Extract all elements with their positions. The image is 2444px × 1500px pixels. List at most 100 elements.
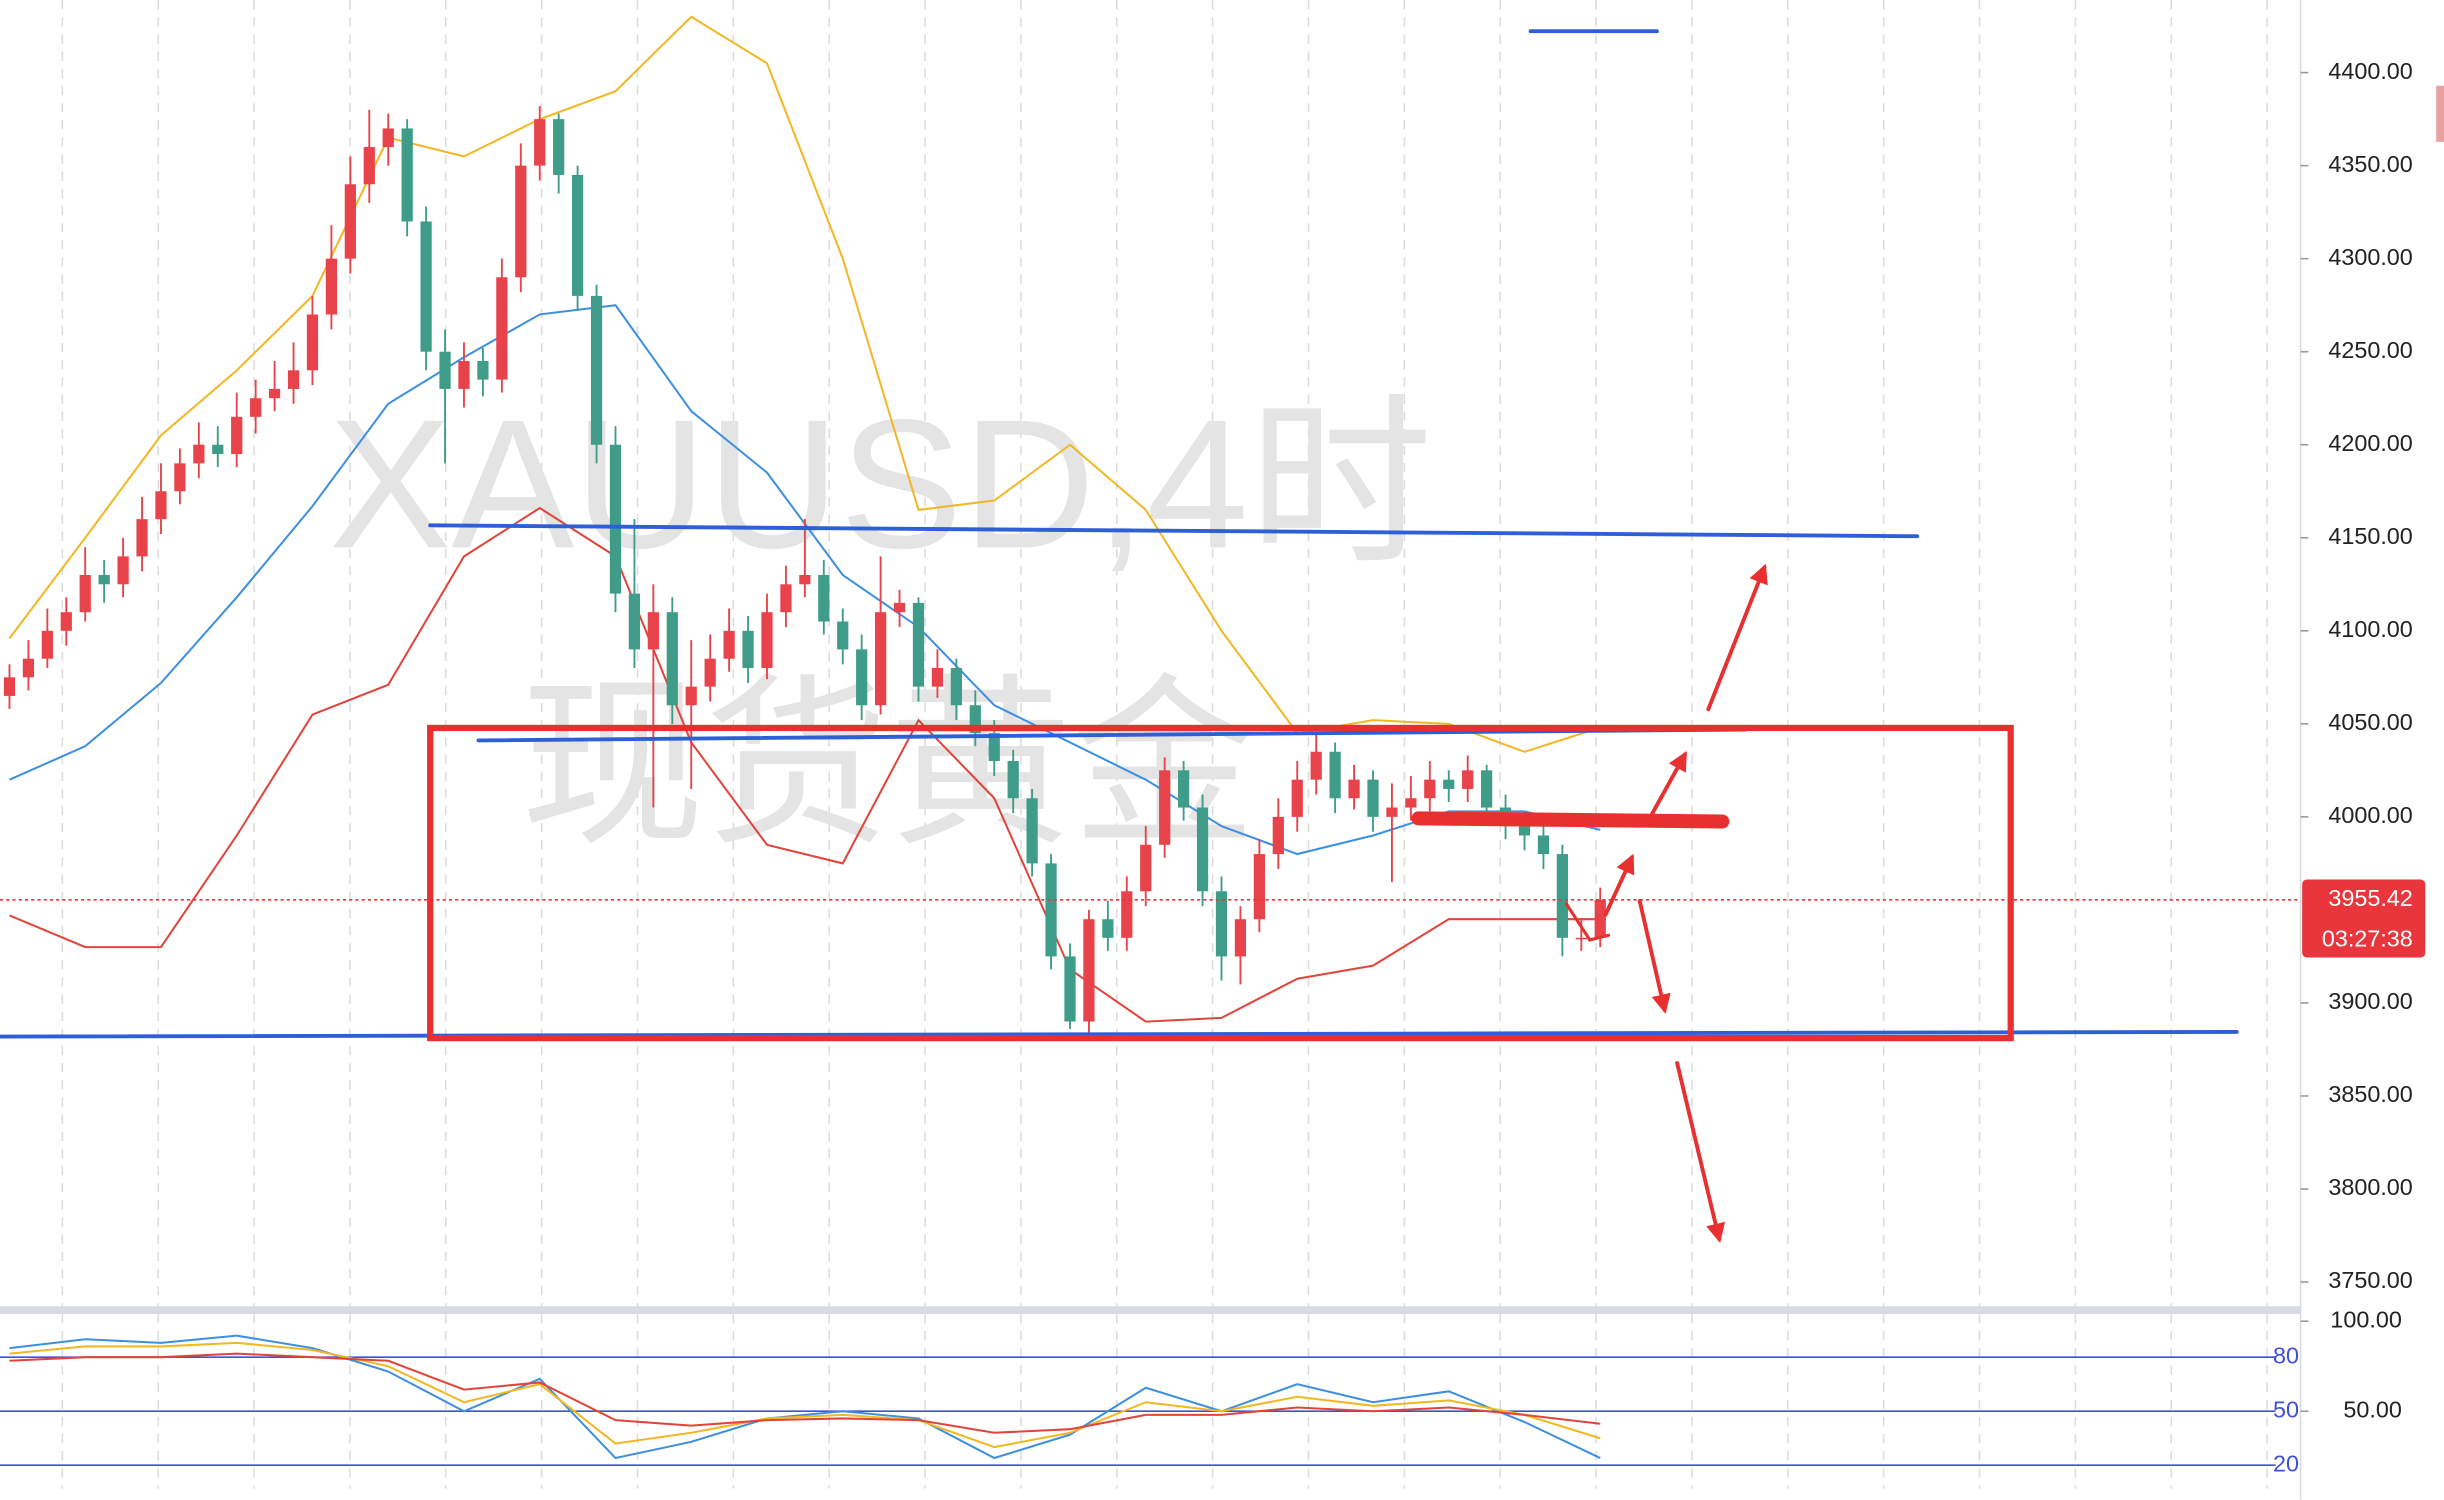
candle-body xyxy=(1405,798,1417,808)
candle-body xyxy=(1518,826,1531,836)
arrow xyxy=(1650,751,1687,816)
price-axis xyxy=(2300,0,2444,1500)
candle-body xyxy=(439,351,451,389)
pane-separator xyxy=(0,1306,2301,1315)
candle-body xyxy=(136,519,148,557)
candle-body xyxy=(1367,779,1379,817)
candle-body xyxy=(534,119,546,166)
candle-body xyxy=(1196,807,1209,892)
level-label: 80 xyxy=(2273,1342,2299,1368)
axis-labels: 4400.00 4350.00 4300.00 4250.00 4200.00 4150.… xyxy=(2273,58,2426,1476)
candle-body xyxy=(1178,770,1190,808)
vertical-grid xyxy=(61,0,2268,1489)
candle-body xyxy=(1007,761,1019,799)
candle-body xyxy=(1140,844,1152,892)
y-tick-label: 4200.00 xyxy=(2328,430,2413,456)
candle-body xyxy=(1424,779,1436,799)
candle-body xyxy=(117,556,129,585)
candle-body xyxy=(1102,919,1114,938)
candle-body xyxy=(742,630,754,669)
candle-body xyxy=(382,128,394,148)
candle-body xyxy=(647,612,659,650)
candle-body xyxy=(1064,956,1076,1022)
path-sketch xyxy=(1564,902,1611,942)
y-tick-label: 4050.00 xyxy=(2328,709,2413,735)
candle-body xyxy=(3,677,16,696)
countdown-label: 03:27:38 xyxy=(2322,926,2413,952)
indicator-line xyxy=(9,1352,1601,1434)
candle-body xyxy=(818,574,830,622)
candle-body xyxy=(79,574,91,613)
y-tick-label: 4150.00 xyxy=(2328,523,2413,549)
y-tick-label: 4250.00 xyxy=(2328,337,2413,363)
candle-body xyxy=(268,388,281,399)
candle-body xyxy=(1481,770,1493,808)
candle-body xyxy=(1537,835,1550,855)
candle-body xyxy=(22,658,35,678)
price-tag xyxy=(2302,879,2426,958)
candle-body xyxy=(1159,770,1171,845)
candle-body xyxy=(893,602,906,613)
y-tick-label: 3850.00 xyxy=(2328,1081,2413,1107)
candle-body xyxy=(704,658,716,687)
candle-body xyxy=(287,370,300,389)
y-tick-label: 3750.00 xyxy=(2328,1267,2413,1293)
candle-body xyxy=(609,444,622,594)
watermark-symbol: XAUUSD,4时 xyxy=(329,381,1433,586)
arrow xyxy=(1706,563,1768,712)
resistance-line xyxy=(428,523,1920,539)
annotations xyxy=(0,29,2239,1243)
candle-body xyxy=(1348,779,1360,799)
candle-body xyxy=(761,612,773,669)
candle-body xyxy=(1291,779,1303,817)
candle-body xyxy=(590,295,603,445)
candle-body xyxy=(1310,751,1322,780)
candle-body xyxy=(1083,919,1095,1022)
arrow xyxy=(1675,1061,1726,1243)
candle-body xyxy=(401,128,413,222)
candle-body xyxy=(98,574,110,585)
candle-body xyxy=(458,361,470,389)
candle-body xyxy=(155,491,167,520)
band-line xyxy=(9,506,1601,1023)
candle-body xyxy=(306,314,319,371)
y-tick-label: 4300.00 xyxy=(2328,244,2413,270)
candle-body xyxy=(1329,751,1341,799)
candle-body xyxy=(571,174,584,296)
candle-body xyxy=(875,612,887,706)
candle-body xyxy=(1045,863,1057,957)
y-tick-label: 3800.00 xyxy=(2328,1174,2413,1200)
candle-body xyxy=(1594,899,1606,938)
candle-body xyxy=(1443,779,1455,789)
candle-body xyxy=(477,361,489,380)
candle-body xyxy=(1575,937,1587,940)
candle-body xyxy=(856,649,868,706)
arrow xyxy=(1603,853,1635,917)
candle-body xyxy=(553,119,565,175)
candle-body xyxy=(666,612,678,706)
candle-body xyxy=(193,444,205,464)
arrow xyxy=(1637,899,1671,1014)
candle-body xyxy=(628,593,641,650)
candle-body xyxy=(1234,919,1247,957)
candle-body xyxy=(363,147,375,185)
candle-body xyxy=(799,574,811,585)
candle-body xyxy=(780,584,792,613)
key-level xyxy=(1411,811,1730,829)
candle-body xyxy=(325,258,338,315)
level-label: 20 xyxy=(2273,1450,2299,1476)
candle-body xyxy=(174,463,186,492)
watermark-name: 现货黄金 xyxy=(521,662,1257,867)
candle-body xyxy=(685,686,697,706)
y-tick-label: 4100.00 xyxy=(2328,616,2413,642)
y-tick-label: 100.00 xyxy=(2330,1306,2401,1332)
candle-body xyxy=(60,612,72,631)
candle-body xyxy=(988,733,1000,762)
candle-body xyxy=(41,630,53,659)
price-tag-label: 3955.42 xyxy=(2328,885,2413,911)
support-line xyxy=(0,1029,2239,1039)
candle-body xyxy=(837,621,849,650)
candle-body xyxy=(212,444,224,455)
candle-body xyxy=(950,668,962,706)
